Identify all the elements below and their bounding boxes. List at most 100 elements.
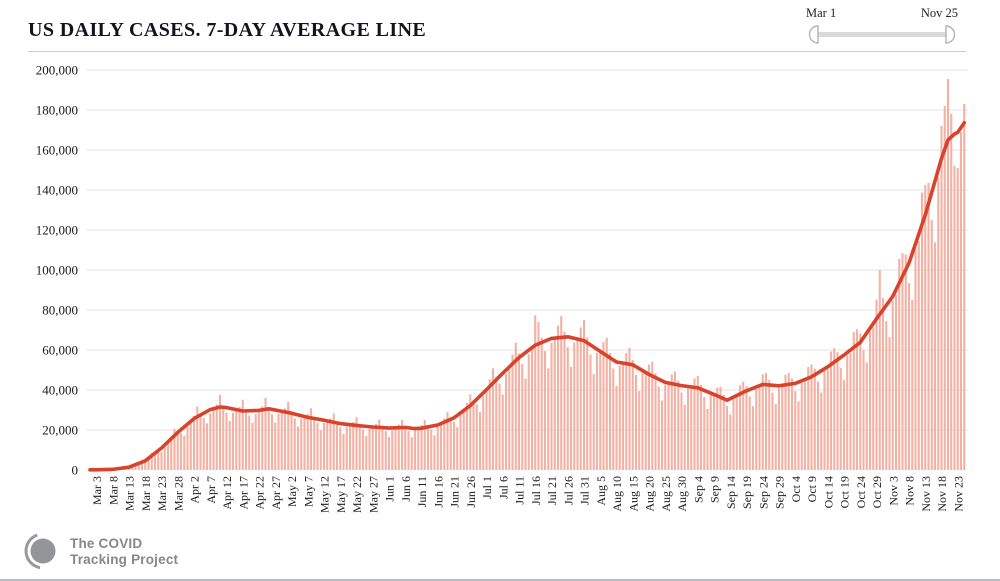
daily-bar xyxy=(569,366,573,470)
daily-bar xyxy=(287,401,290,470)
daily-bar xyxy=(251,422,254,470)
daily-bar xyxy=(865,362,868,470)
slider-handle-end[interactable] xyxy=(945,25,956,44)
x-tick-label: Sep 4 xyxy=(691,476,705,503)
x-tick-label: Oct 19 xyxy=(838,476,852,508)
daily-bar xyxy=(602,342,605,470)
daily-bar xyxy=(852,332,855,470)
daily-bar xyxy=(732,398,735,470)
x-tick-label: Jun 26 xyxy=(464,476,478,508)
x-tick-label: Mar 23 xyxy=(155,476,169,511)
daily-bar xyxy=(345,426,348,470)
daily-bar xyxy=(573,342,576,470)
y-tick-label: 40,000 xyxy=(42,383,78,398)
daily-bar xyxy=(755,388,758,470)
daily-bar xyxy=(495,376,498,470)
x-tick-label: Sep 9 xyxy=(708,476,722,503)
daily-bar xyxy=(868,331,872,470)
daily-bar xyxy=(384,431,387,470)
daily-bar xyxy=(693,378,696,470)
daily-bar xyxy=(664,384,667,470)
daily-bar xyxy=(781,387,784,470)
slider-track[interactable] xyxy=(818,32,946,37)
daily-bar xyxy=(813,368,816,470)
daily-bar xyxy=(794,391,797,470)
daily-bar xyxy=(621,364,625,470)
daily-bar xyxy=(706,409,709,470)
x-tick-label: Jul 11 xyxy=(513,476,527,505)
x-tick-label: Oct 29 xyxy=(870,476,884,508)
x-tick-label: Oct 24 xyxy=(854,476,868,508)
x-tick-label: Nov 13 xyxy=(919,476,933,512)
daily-bar xyxy=(205,423,209,470)
daily-bar xyxy=(833,348,836,470)
daily-bar xyxy=(875,299,878,470)
y-tick-label: 120,000 xyxy=(36,223,78,238)
daily-bar xyxy=(625,353,628,470)
daily-bar xyxy=(222,405,225,470)
x-tick-label: Nov 3 xyxy=(886,476,900,506)
daily-bar xyxy=(927,182,930,471)
daily-bar xyxy=(686,388,690,470)
daily-bar xyxy=(790,378,794,470)
daily-bar xyxy=(709,395,712,470)
daily-bar xyxy=(784,374,787,470)
daily-bar xyxy=(888,337,891,470)
daily-bar xyxy=(803,381,807,470)
daily-bar xyxy=(768,379,771,470)
daily-bar xyxy=(137,464,140,470)
x-tick-label: Oct 9 xyxy=(805,476,819,502)
daily-bar xyxy=(131,465,134,470)
daily-bar xyxy=(595,352,599,470)
x-tick-label: May 22 xyxy=(350,476,364,513)
daily-bar xyxy=(244,409,248,470)
daily-bar xyxy=(228,420,231,470)
daily-bar xyxy=(274,422,277,470)
x-tick-label: May 27 xyxy=(366,476,380,513)
daily-bar xyxy=(527,354,530,470)
daily-bar xyxy=(677,380,680,470)
daily-bar xyxy=(881,298,885,470)
daily-bar xyxy=(885,321,888,470)
x-tick-label: Oct 4 xyxy=(789,476,803,502)
daily-bar xyxy=(482,395,485,470)
daily-bar xyxy=(387,437,391,470)
daily-bar xyxy=(660,400,664,470)
daily-bar xyxy=(355,417,358,470)
daily-bar xyxy=(826,369,829,470)
x-tick-label: Apr 2 xyxy=(188,476,202,504)
daily-bar xyxy=(716,387,719,470)
daily-bar xyxy=(654,373,657,470)
daily-bar xyxy=(612,368,615,470)
x-tick-label: Nov 18 xyxy=(935,476,949,512)
daily-bar xyxy=(196,406,199,470)
daily-bar xyxy=(511,354,514,470)
daily-bar xyxy=(800,382,803,470)
x-tick-label: Sep 24 xyxy=(756,476,770,509)
header-divider xyxy=(28,51,966,52)
daily-bar xyxy=(608,352,612,470)
daily-bar xyxy=(378,419,381,470)
daily-bar xyxy=(199,413,202,470)
daily-bar xyxy=(436,426,439,470)
slider-handle-start[interactable] xyxy=(808,25,819,44)
daily-bar xyxy=(823,371,826,470)
daily-bar xyxy=(170,437,173,470)
daily-bar xyxy=(631,360,634,470)
daily-bar xyxy=(946,79,950,470)
daily-bar xyxy=(508,366,511,470)
daily-bar xyxy=(254,413,257,470)
daily-bar xyxy=(589,354,592,470)
daily-bar xyxy=(238,406,241,470)
daily-bar xyxy=(540,337,543,470)
daily-bar xyxy=(930,220,933,470)
daily-bar xyxy=(413,430,417,470)
x-tick-label: May 12 xyxy=(318,476,332,513)
daily-bar xyxy=(530,347,534,470)
daily-bar xyxy=(183,435,186,470)
daily-bar xyxy=(215,404,218,470)
daily-bar xyxy=(758,387,761,470)
daily-bar xyxy=(179,432,183,470)
daily-bar xyxy=(641,373,644,470)
daily-bar xyxy=(937,177,940,470)
